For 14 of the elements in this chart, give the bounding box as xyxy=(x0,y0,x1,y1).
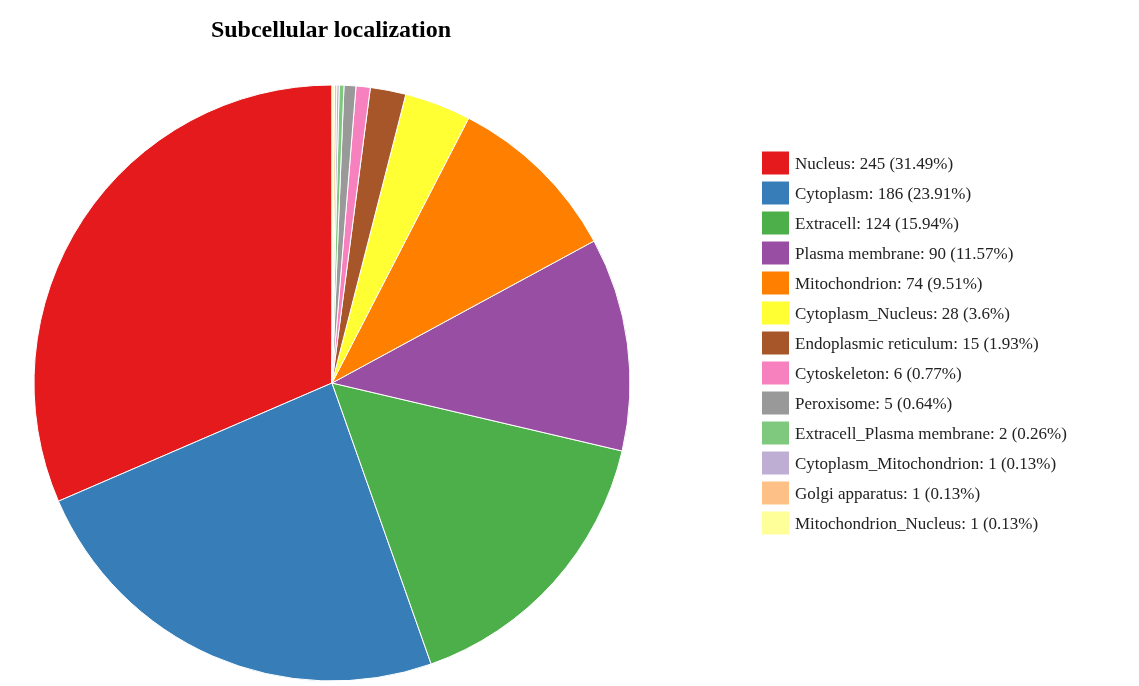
legend-label: Cytoplasm_Mitochondrion: 1 (0.13%) xyxy=(795,453,1057,473)
legend-label: Golgi apparatus: 1 (0.13%) xyxy=(795,483,981,503)
legend-label: Extracell: 124 (15.94%) xyxy=(795,213,959,233)
chart-title: Subcellular localization xyxy=(210,16,452,42)
legend-label: Cytoplasm: 186 (23.91%) xyxy=(795,183,972,203)
legend-label: Cytoskeleton: 6 (0.77%) xyxy=(795,363,962,383)
legend-label: Extracell_Plasma membrane: 2 (0.26%) xyxy=(795,423,1067,443)
legend-label: Plasma membrane: 90 (11.57%) xyxy=(795,243,1014,263)
legend-label: Nucleus: 245 (31.49%) xyxy=(795,153,954,173)
legend-label: Mitochondrion_Nucleus: 1 (0.13%) xyxy=(795,513,1039,533)
legend-label: Endoplasmic reticulum: 15 (1.93%) xyxy=(795,333,1039,353)
legend-label: Mitochondrion: 74 (9.51%) xyxy=(795,273,983,293)
legend-label: Cytoplasm_Nucleus: 28 (3.6%) xyxy=(795,303,1010,323)
legend-label: Peroxisome: 5 (0.64%) xyxy=(795,393,953,413)
